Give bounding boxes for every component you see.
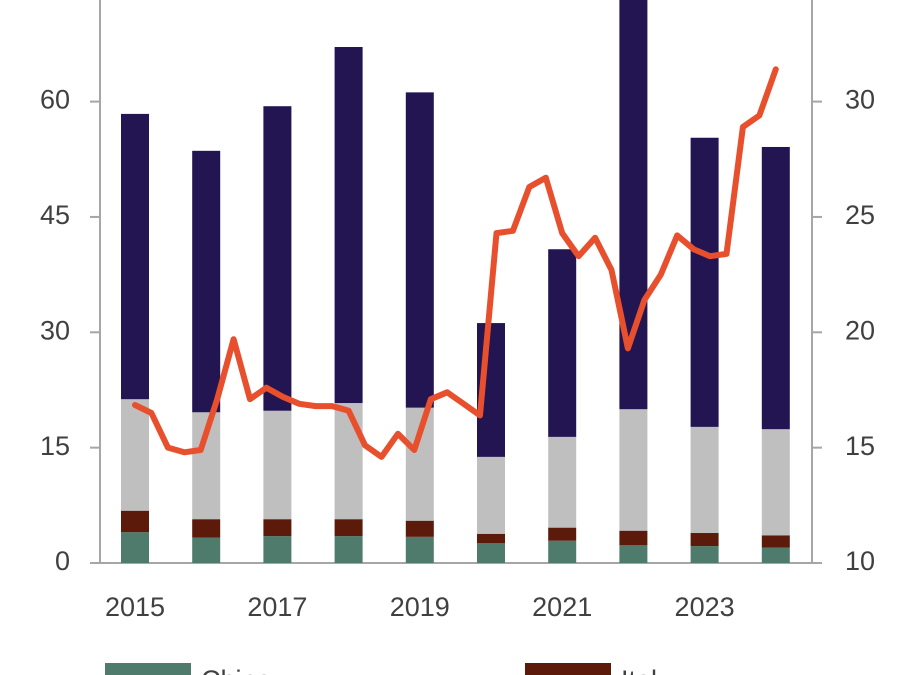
x-tick-label: 2015 <box>105 592 165 622</box>
bar-segment <box>619 545 648 563</box>
x-tick-label: 2019 <box>390 592 450 622</box>
bar-segment <box>690 533 719 547</box>
bar-segment <box>334 519 363 537</box>
bar-segment <box>334 403 363 520</box>
legend-label: China <box>201 665 273 675</box>
bar-segment <box>548 540 577 563</box>
y-tick-label: 30 <box>40 315 70 345</box>
bar-segment <box>619 530 648 546</box>
y-tick-label: 45 <box>40 200 70 230</box>
bar-segment <box>121 532 149 563</box>
bar-segment <box>405 520 434 537</box>
bar-segment <box>405 536 434 563</box>
y-tick-label: 0 <box>55 546 70 576</box>
bar-segment <box>477 533 505 544</box>
bar-segment <box>690 546 719 563</box>
bar-segment <box>477 456 505 534</box>
bar-segment <box>619 0 648 410</box>
bar-segment <box>263 410 292 520</box>
bar-segment <box>477 543 505 563</box>
bar-segment <box>334 47 363 404</box>
x-tick-label: 2021 <box>532 592 592 622</box>
bar-segment <box>263 536 292 563</box>
y2-tick-label: 20 <box>845 315 875 345</box>
bar-segment <box>548 249 577 437</box>
y2-tick-label: 30 <box>845 85 875 115</box>
bar-segment <box>761 429 790 536</box>
bar-segment <box>121 510 149 533</box>
bar-segment <box>619 409 648 531</box>
legend-swatch <box>525 663 611 675</box>
legend-label: Italy <box>621 665 671 675</box>
bar-segment <box>761 547 790 563</box>
bar-segment <box>121 399 149 511</box>
bar-segment <box>761 146 790 430</box>
bar-segment <box>548 527 577 541</box>
x-tick-label: 2023 <box>675 592 735 622</box>
bar-segment <box>263 106 292 411</box>
bar-segment <box>192 519 221 538</box>
bar-segment <box>761 535 790 548</box>
bar-segment <box>121 113 149 400</box>
y-tick-label: 15 <box>40 431 70 461</box>
bar-segment <box>548 436 577 528</box>
x-tick-label: 2017 <box>247 592 307 622</box>
y2-tick-label: 25 <box>845 200 875 230</box>
y2-tick-label: 15 <box>845 431 875 461</box>
bar-segment <box>192 150 221 413</box>
bar-segment <box>405 92 434 408</box>
bar-segment <box>263 519 292 537</box>
bar-segment <box>690 137 719 427</box>
line <box>132 66 779 460</box>
legend-swatch <box>105 663 191 675</box>
bar-segment <box>334 536 363 563</box>
bar-segment <box>192 537 221 563</box>
y2-tick-label: 10 <box>845 546 875 576</box>
bar-segment <box>690 426 719 534</box>
y-tick-label: 60 <box>40 85 70 115</box>
